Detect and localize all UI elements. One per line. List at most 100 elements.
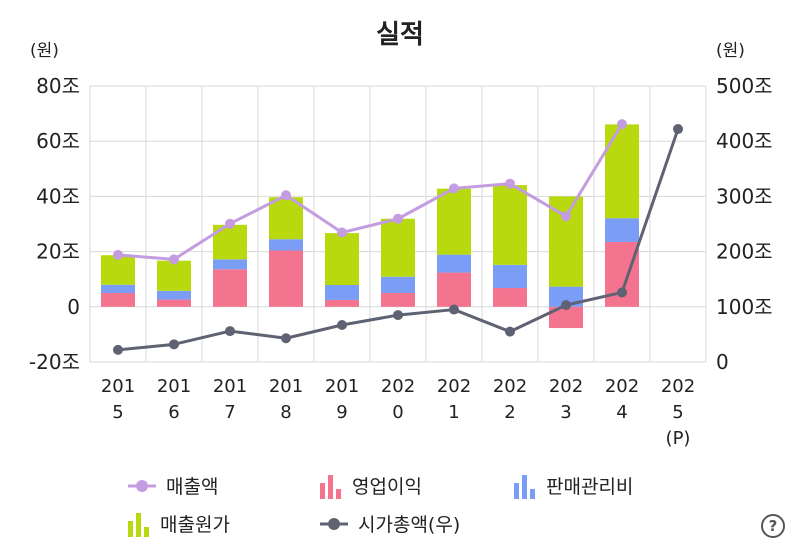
point-시가총액(우) [505, 326, 515, 337]
legend-label: 매출원가 [160, 514, 230, 536]
x-axis-tick-label: 7 [224, 402, 235, 423]
legend-item-cogs[interactable]: 매출원가 [126, 510, 230, 537]
bar-판매관리비 [437, 254, 471, 273]
left-axis-tick-label: -20조 [29, 350, 80, 374]
bar-매출원가 [493, 185, 527, 265]
chart-plot: -20조020조40조60조80조0100조200조300조400조500조20… [29, 74, 773, 449]
point-시가총액(우) [113, 344, 123, 355]
chart-legend: 매출액 영업이익 판매관리비 매출원가 시가총액(우) [0, 462, 800, 552]
left-axis-unit: (원) [30, 41, 59, 61]
x-axis-tick-label: 5 [672, 402, 683, 423]
x-axis-tick-label: 2 [504, 402, 515, 423]
legend-item-operating-profit[interactable]: 영업이익 [318, 472, 422, 499]
point-매출액 [505, 178, 515, 189]
bar-영업이익 [437, 272, 471, 307]
legend-line-dot-icon [128, 479, 156, 492]
point-시가총액(우) [393, 310, 403, 321]
point-시가총액(우) [225, 326, 235, 337]
x-axis-tick-label: 6 [168, 402, 179, 423]
bar-판매관리비 [381, 276, 415, 293]
x-axis-tick-label: 0 [392, 402, 403, 423]
point-매출액 [617, 119, 627, 130]
legend-bars-icon [320, 474, 341, 499]
right-axis-tick-label: 400조 [716, 129, 773, 153]
bar-매출원가 [381, 218, 415, 277]
bar-영업이익 [101, 293, 135, 307]
x-axis-tick-label: 202 [549, 376, 583, 397]
point-시가총액(우) [281, 333, 291, 344]
bar-판매관리비 [101, 284, 135, 293]
x-axis-tick-label: 202 [605, 376, 639, 397]
point-시가총액(우) [617, 287, 627, 298]
legend-label: 매출액 [166, 476, 219, 498]
bar-판매관리비 [493, 264, 527, 289]
right-axis-tick-label: 300조 [716, 184, 773, 208]
bar-영업이익 [381, 293, 415, 307]
legend-label: 판매관리비 [546, 476, 634, 498]
chart-title: 실적 [376, 20, 424, 50]
x-axis-tick-label: 202 [661, 376, 695, 397]
x-axis-tick-label: 202 [493, 376, 527, 397]
right-axis-tick-label: 100조 [716, 295, 773, 319]
x-axis-tick-label: (P) [666, 428, 691, 449]
legend-line-dot-icon [320, 517, 348, 530]
left-axis-tick-label: 60조 [36, 129, 80, 153]
x-axis-tick-label: 202 [437, 376, 471, 397]
bar-판매관리비 [157, 290, 191, 300]
x-axis-tick-label: 8 [280, 402, 291, 423]
point-매출액 [449, 183, 459, 194]
x-axis-tick-label: 1 [448, 402, 459, 423]
point-시가총액(우) [673, 124, 683, 135]
x-axis-tick-label: 202 [381, 376, 415, 397]
point-시가총액(우) [561, 300, 571, 311]
bar-판매관리비 [325, 284, 359, 300]
legend-item-sga[interactable]: 판매관리비 [512, 472, 633, 499]
left-axis-tick-label: 40조 [36, 184, 80, 208]
bar-영업이익 [493, 288, 527, 307]
bar-영업이익 [157, 299, 191, 307]
bar-영업이익 [549, 306, 583, 329]
bar-매출원가 [157, 260, 191, 291]
bar-판매관리비 [213, 259, 247, 270]
point-매출액 [337, 227, 347, 238]
legend-label: 시가총액(우) [358, 514, 461, 536]
x-axis-tick-label: 201 [157, 376, 191, 397]
left-axis-tick-label: 80조 [36, 74, 80, 98]
x-axis-tick-label: 4 [616, 402, 627, 423]
bar-판매관리비 [269, 239, 303, 251]
point-매출액 [393, 213, 403, 224]
legend-item-revenue[interactable]: 매출액 [126, 472, 218, 499]
legend-label: 영업이익 [352, 476, 422, 498]
legend-bars-icon [514, 474, 535, 499]
right-axis-tick-label: 200조 [716, 240, 773, 264]
point-매출액 [113, 249, 123, 260]
x-axis-tick-label: 3 [560, 402, 571, 423]
point-시가총액(우) [449, 304, 459, 315]
point-매출액 [225, 218, 235, 229]
point-시가총액(우) [337, 320, 347, 331]
right-axis-tick-label: 500조 [716, 74, 773, 98]
left-axis-tick-label: 0 [67, 295, 80, 319]
right-axis-unit: (원) [716, 41, 745, 61]
point-시가총액(우) [169, 339, 179, 350]
x-axis-tick-label: 201 [213, 376, 247, 397]
x-axis-tick-label: 201 [269, 376, 303, 397]
x-axis-tick-label: 201 [325, 376, 359, 397]
bar-판매관리비 [605, 218, 639, 242]
bar-매출원가 [325, 233, 359, 285]
question-circle-icon[interactable]: ? [761, 514, 785, 538]
point-매출액 [281, 190, 291, 201]
x-axis-tick-label: 9 [336, 402, 347, 423]
x-axis-tick-label: 5 [112, 402, 123, 423]
bar-영업이익 [269, 250, 303, 307]
bar-영업이익 [213, 269, 247, 307]
legend-item-market-cap[interactable]: 시가총액(우) [318, 510, 460, 537]
line-매출액 [117, 123, 624, 261]
x-axis-tick-label: 201 [101, 376, 135, 397]
left-axis-tick-label: 20조 [36, 240, 80, 264]
bar-매출원가 [437, 188, 471, 255]
bar-매출원가 [605, 124, 639, 219]
point-매출액 [169, 254, 179, 265]
right-axis-tick-label: 0 [716, 350, 729, 374]
legend-bars-icon [128, 512, 149, 537]
